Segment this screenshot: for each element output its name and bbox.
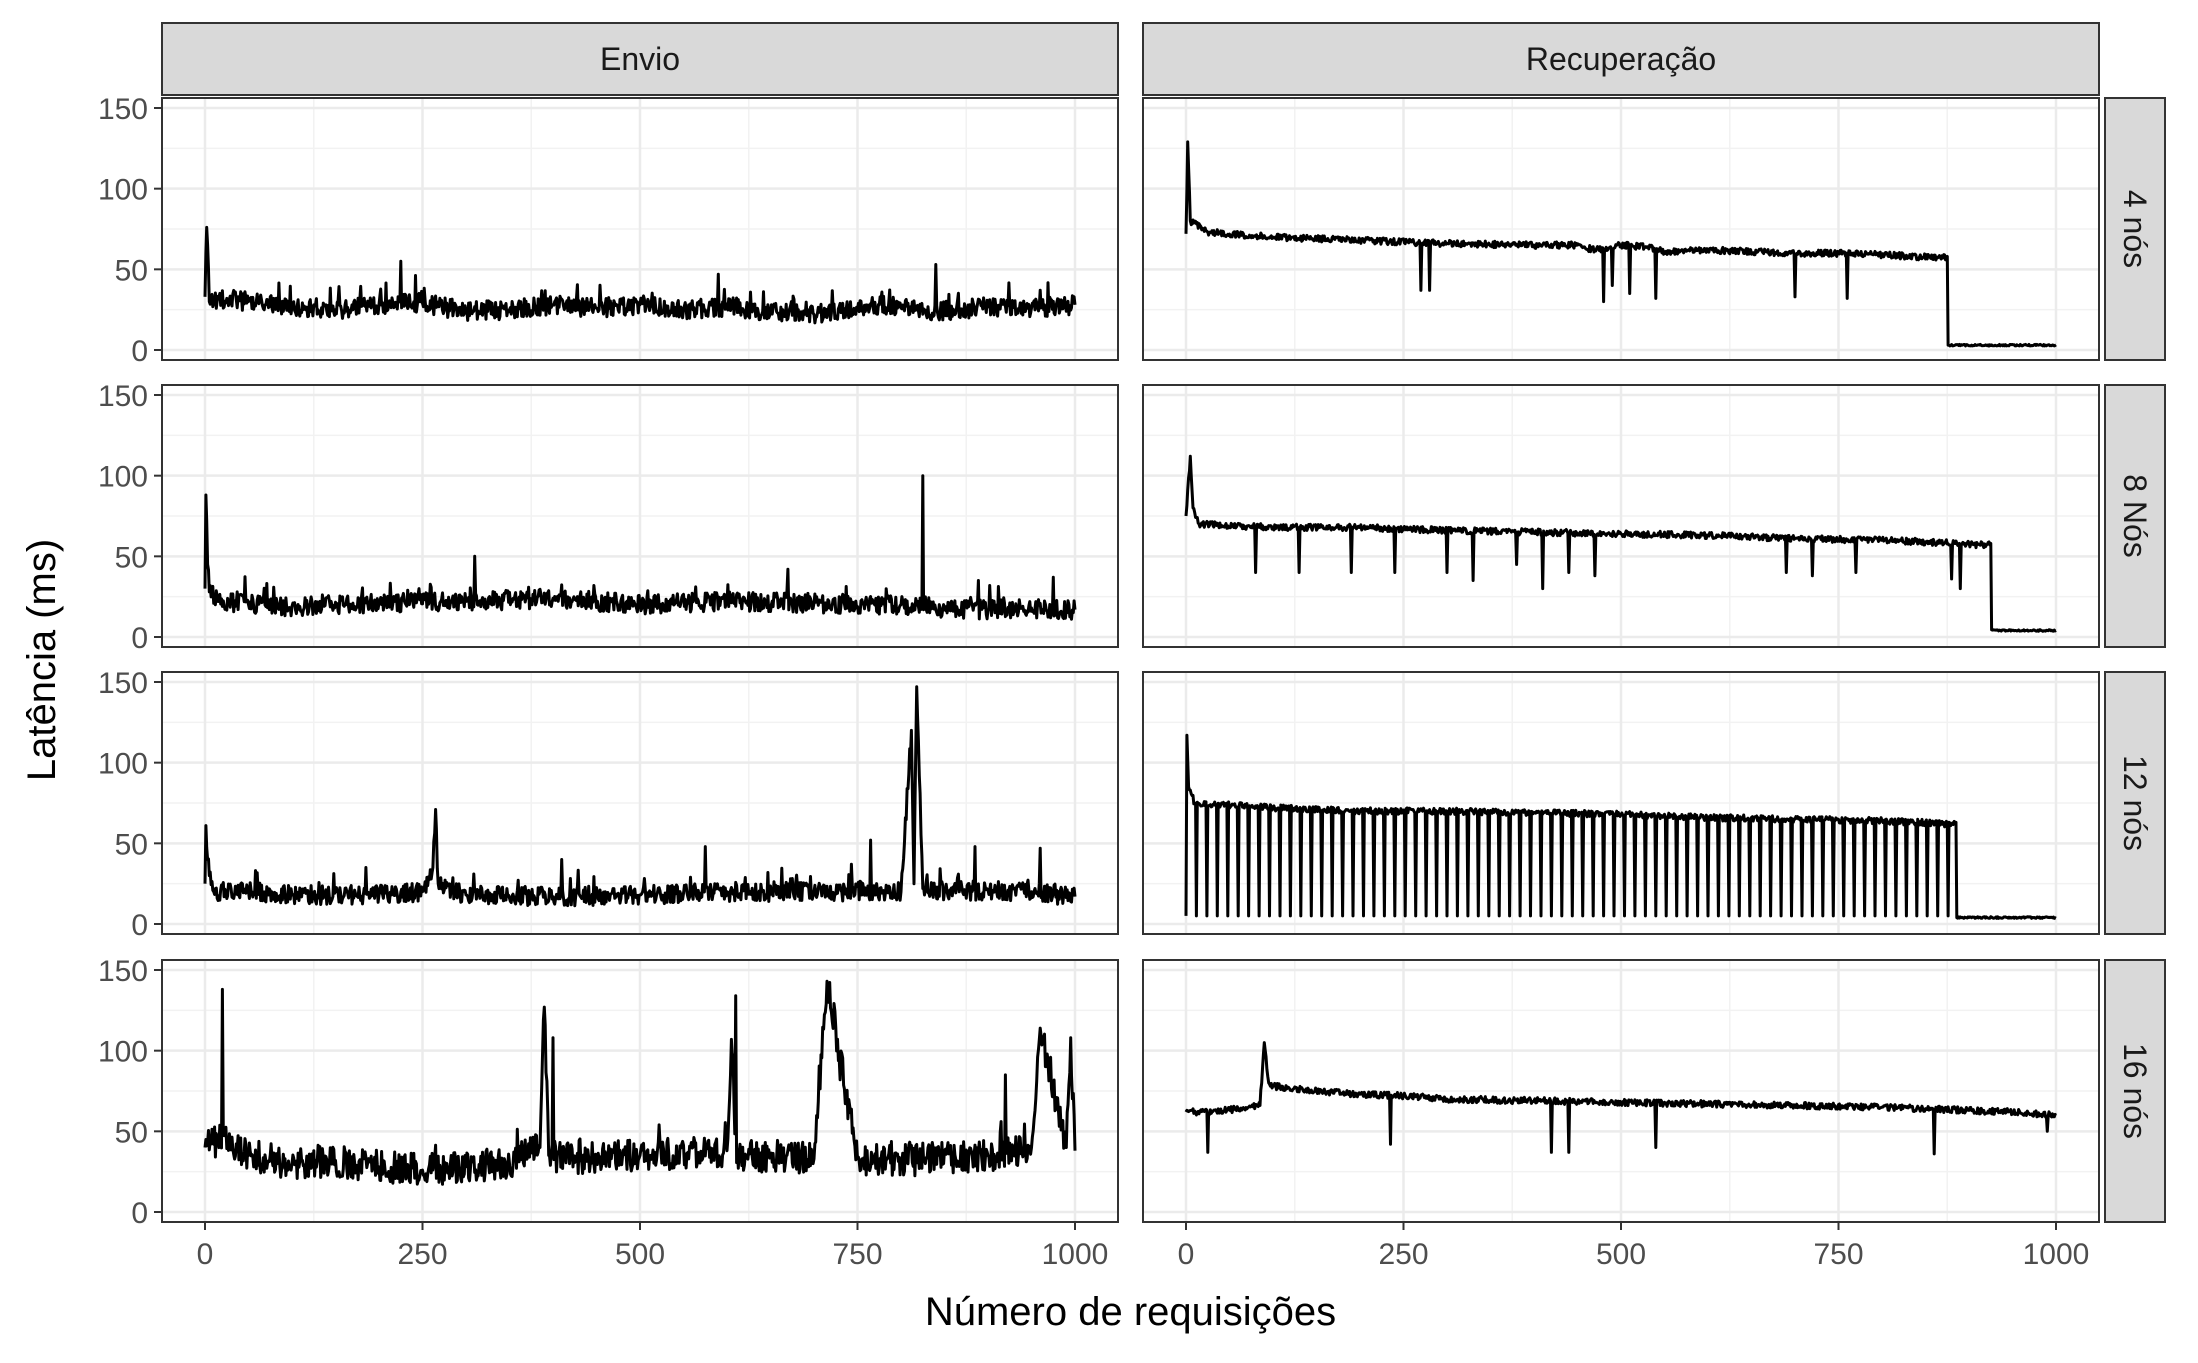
y-tick-label: 0 [131, 909, 148, 942]
strip-background [161, 22, 1119, 96]
x-tick-label: 250 [397, 1238, 447, 1271]
panel-recuperacao-8-nos-line [1184, 454, 2057, 633]
strip-background [2104, 671, 2166, 935]
y-tick-label: 100 [98, 1036, 148, 1069]
panel-recuperacao-12-nos-border [1142, 671, 2100, 935]
panel-envio-8-nos-border [161, 384, 1119, 648]
panel-recuperacao-16-nos [1142, 959, 2100, 1223]
panel-envio-4-nos-border [161, 97, 1119, 361]
strip-envio: Envio [161, 22, 1119, 96]
x-tick-label: 500 [615, 1238, 665, 1271]
x-tick-label: 0 [1178, 1238, 1195, 1271]
strip-label: 16 nós [2117, 1043, 2153, 1139]
panel-envio-12-nos [161, 671, 1119, 935]
y-tick-label: 50 [115, 828, 148, 861]
panel-envio-12-nos-border [161, 671, 1119, 935]
y-tick-label: 0 [131, 335, 148, 368]
strip-label: 8 Nós [2117, 474, 2153, 558]
panel-envio-4-nos [161, 97, 1119, 361]
strip-8-nos: 8 Nós [2104, 384, 2166, 648]
y-tick-label: 50 [115, 1116, 148, 1149]
x-tick-label: 500 [1596, 1238, 1646, 1271]
panel-envio-4-nos-line [203, 225, 1077, 325]
y-tick-label: 150 [98, 380, 148, 413]
x-tick-label: 250 [1378, 1238, 1428, 1271]
x-tick-label: 750 [1813, 1238, 1863, 1271]
panel-recuperacao-8-nos [1142, 384, 2100, 648]
y-tick-label: 150 [98, 93, 148, 126]
strip-label: Envio [600, 41, 680, 77]
strip-label: 4 nós [2117, 190, 2153, 268]
strip-label: Recuperação [1526, 41, 1716, 77]
strip-12-nos: 12 nós [2104, 671, 2166, 935]
panel-recuperacao-12-nos-line [1184, 733, 2057, 920]
strip-label: 12 nós [2117, 755, 2153, 851]
panel-envio-16-nos [161, 959, 1119, 1223]
strip-background [2104, 97, 2166, 361]
panel-envio-8-nos [161, 384, 1119, 648]
strip-background [2104, 384, 2166, 648]
strip-background [2104, 959, 2166, 1223]
y-tick-label: 0 [131, 1197, 148, 1230]
y-tick-label: 150 [98, 667, 148, 700]
y-tick-label: 50 [115, 254, 148, 287]
y-tick-label: 100 [98, 748, 148, 781]
panel-recuperacao-12-nos [1142, 671, 2100, 935]
strip-background [1142, 22, 2100, 96]
x-axis-title: Número de requisições [925, 1290, 1336, 1334]
strip-recuperacao: Recuperação [1142, 22, 2100, 96]
y-axis-title: Latência (ms) [20, 539, 64, 781]
panel-recuperacao-4-nos-line [1184, 140, 2057, 348]
panel-envio-8-nos-line [203, 474, 1077, 621]
panel-recuperacao-4-nos-border [1142, 97, 2100, 361]
panel-envio-16-nos-line [203, 979, 1077, 1186]
panel-recuperacao-4-nos [1142, 97, 2100, 361]
strip-16-nos: 16 nós [2104, 959, 2166, 1223]
y-tick-label: 150 [98, 955, 148, 988]
y-tick-label: 0 [131, 622, 148, 655]
y-tick-label: 100 [98, 174, 148, 207]
x-tick-label: 1000 [1042, 1238, 1109, 1271]
strip-4-nos: 4 nós [2104, 97, 2166, 361]
y-tick-label: 50 [115, 541, 148, 574]
panel-envio-12-nos-line [203, 685, 1077, 908]
x-tick-label: 1000 [2023, 1238, 2090, 1271]
x-tick-label: 0 [197, 1238, 214, 1271]
x-tick-label: 750 [832, 1238, 882, 1271]
panel-recuperacao-8-nos-border [1142, 384, 2100, 648]
y-tick-label: 100 [98, 461, 148, 494]
panel-recuperacao-16-nos-line [1184, 1041, 2057, 1156]
